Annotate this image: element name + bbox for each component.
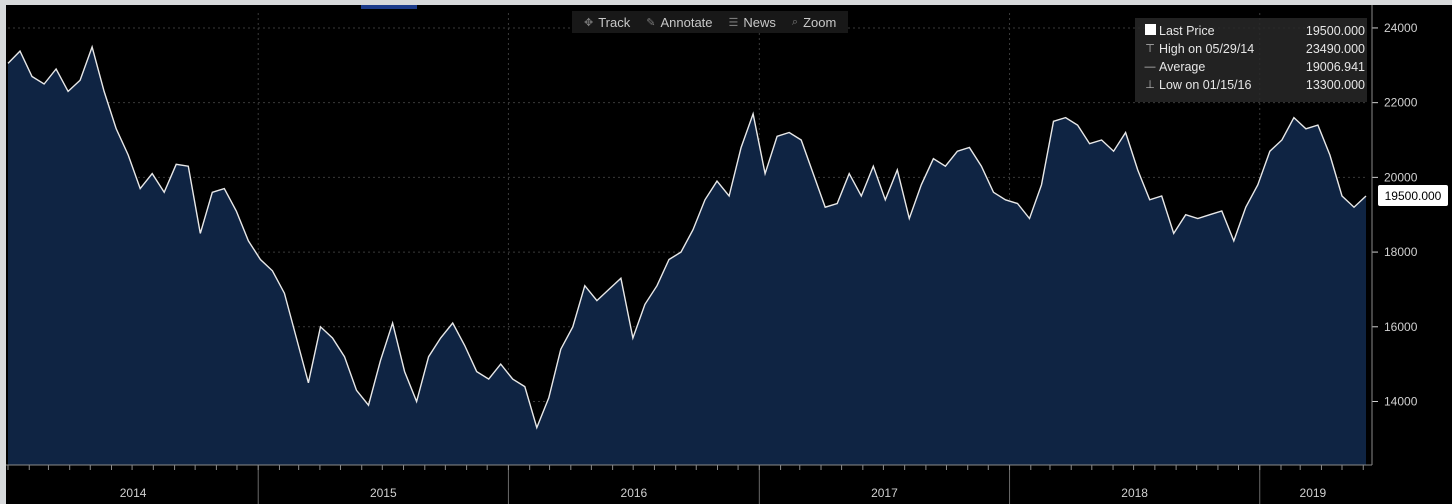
pencil-icon: ✎: [646, 16, 656, 29]
x-tick-label: 2018: [1121, 486, 1148, 500]
legend-average: — Average 19006.941: [1141, 58, 1366, 75]
legend-swatch-icon: [1141, 24, 1159, 38]
y-tick-label: 22000: [1384, 96, 1418, 110]
low-marker-icon: ⊥: [1145, 79, 1155, 91]
last-price-tag: 19500.000: [1378, 185, 1448, 206]
news-icon: ☰: [728, 16, 739, 29]
price-chart[interactable]: 14000 16000 18000 20000 22000 24000 2014 2015 20…: [6, 5, 1452, 504]
active-tab-indicator: [361, 5, 417, 9]
legend-low: ⊥ Low on 01/15/16 13300.000: [1141, 76, 1365, 93]
legend-last-price[interactable]: Last Price 19500.000: [1141, 22, 1365, 39]
legend-high: ⊤ High on 05/29/14 23490.000: [1141, 40, 1365, 57]
average-marker-icon: —: [1144, 60, 1156, 73]
x-tick-label: 2017: [871, 486, 898, 500]
zoom-button[interactable]: ⌕ Zoom: [791, 14, 837, 30]
x-tick-label: 2015: [370, 486, 397, 500]
axes: 14000 16000 18000 20000 22000 24000 2014 2015 20…: [6, 5, 1418, 504]
y-tick-label: 20000: [1384, 170, 1418, 184]
y-tick-label: 24000: [1384, 21, 1418, 35]
track-icon: ✥: [584, 16, 594, 29]
y-tick-label: 18000: [1384, 245, 1418, 259]
y-tick-label: 16000: [1384, 320, 1418, 334]
track-button[interactable]: ✥ Track: [584, 14, 631, 30]
x-tick-label: 2014: [120, 486, 147, 500]
chart-legend: Last Price 19500.000 ⊤ High on 05/29/14 …: [1135, 18, 1367, 102]
x-tick-label: 2019: [1300, 486, 1327, 500]
zoom-icon: ⌕: [791, 15, 799, 28]
high-marker-icon: ⊤: [1145, 43, 1155, 55]
price-line: [7, 44, 1367, 430]
news-button[interactable]: ☰ News: [728, 14, 776, 30]
chart-panel: 14000 16000 18000 20000 22000 24000 2014 2015 20…: [6, 5, 1452, 504]
chart-toolbar: ✥ Track ✎ Annotate ☰ News ⌕ Zoom: [572, 11, 849, 33]
annotate-button[interactable]: ✎ Annotate: [646, 14, 713, 30]
price-area-fill: [8, 47, 1366, 465]
y-tick-label: 14000: [1384, 394, 1418, 408]
x-tick-label: 2016: [621, 486, 648, 500]
